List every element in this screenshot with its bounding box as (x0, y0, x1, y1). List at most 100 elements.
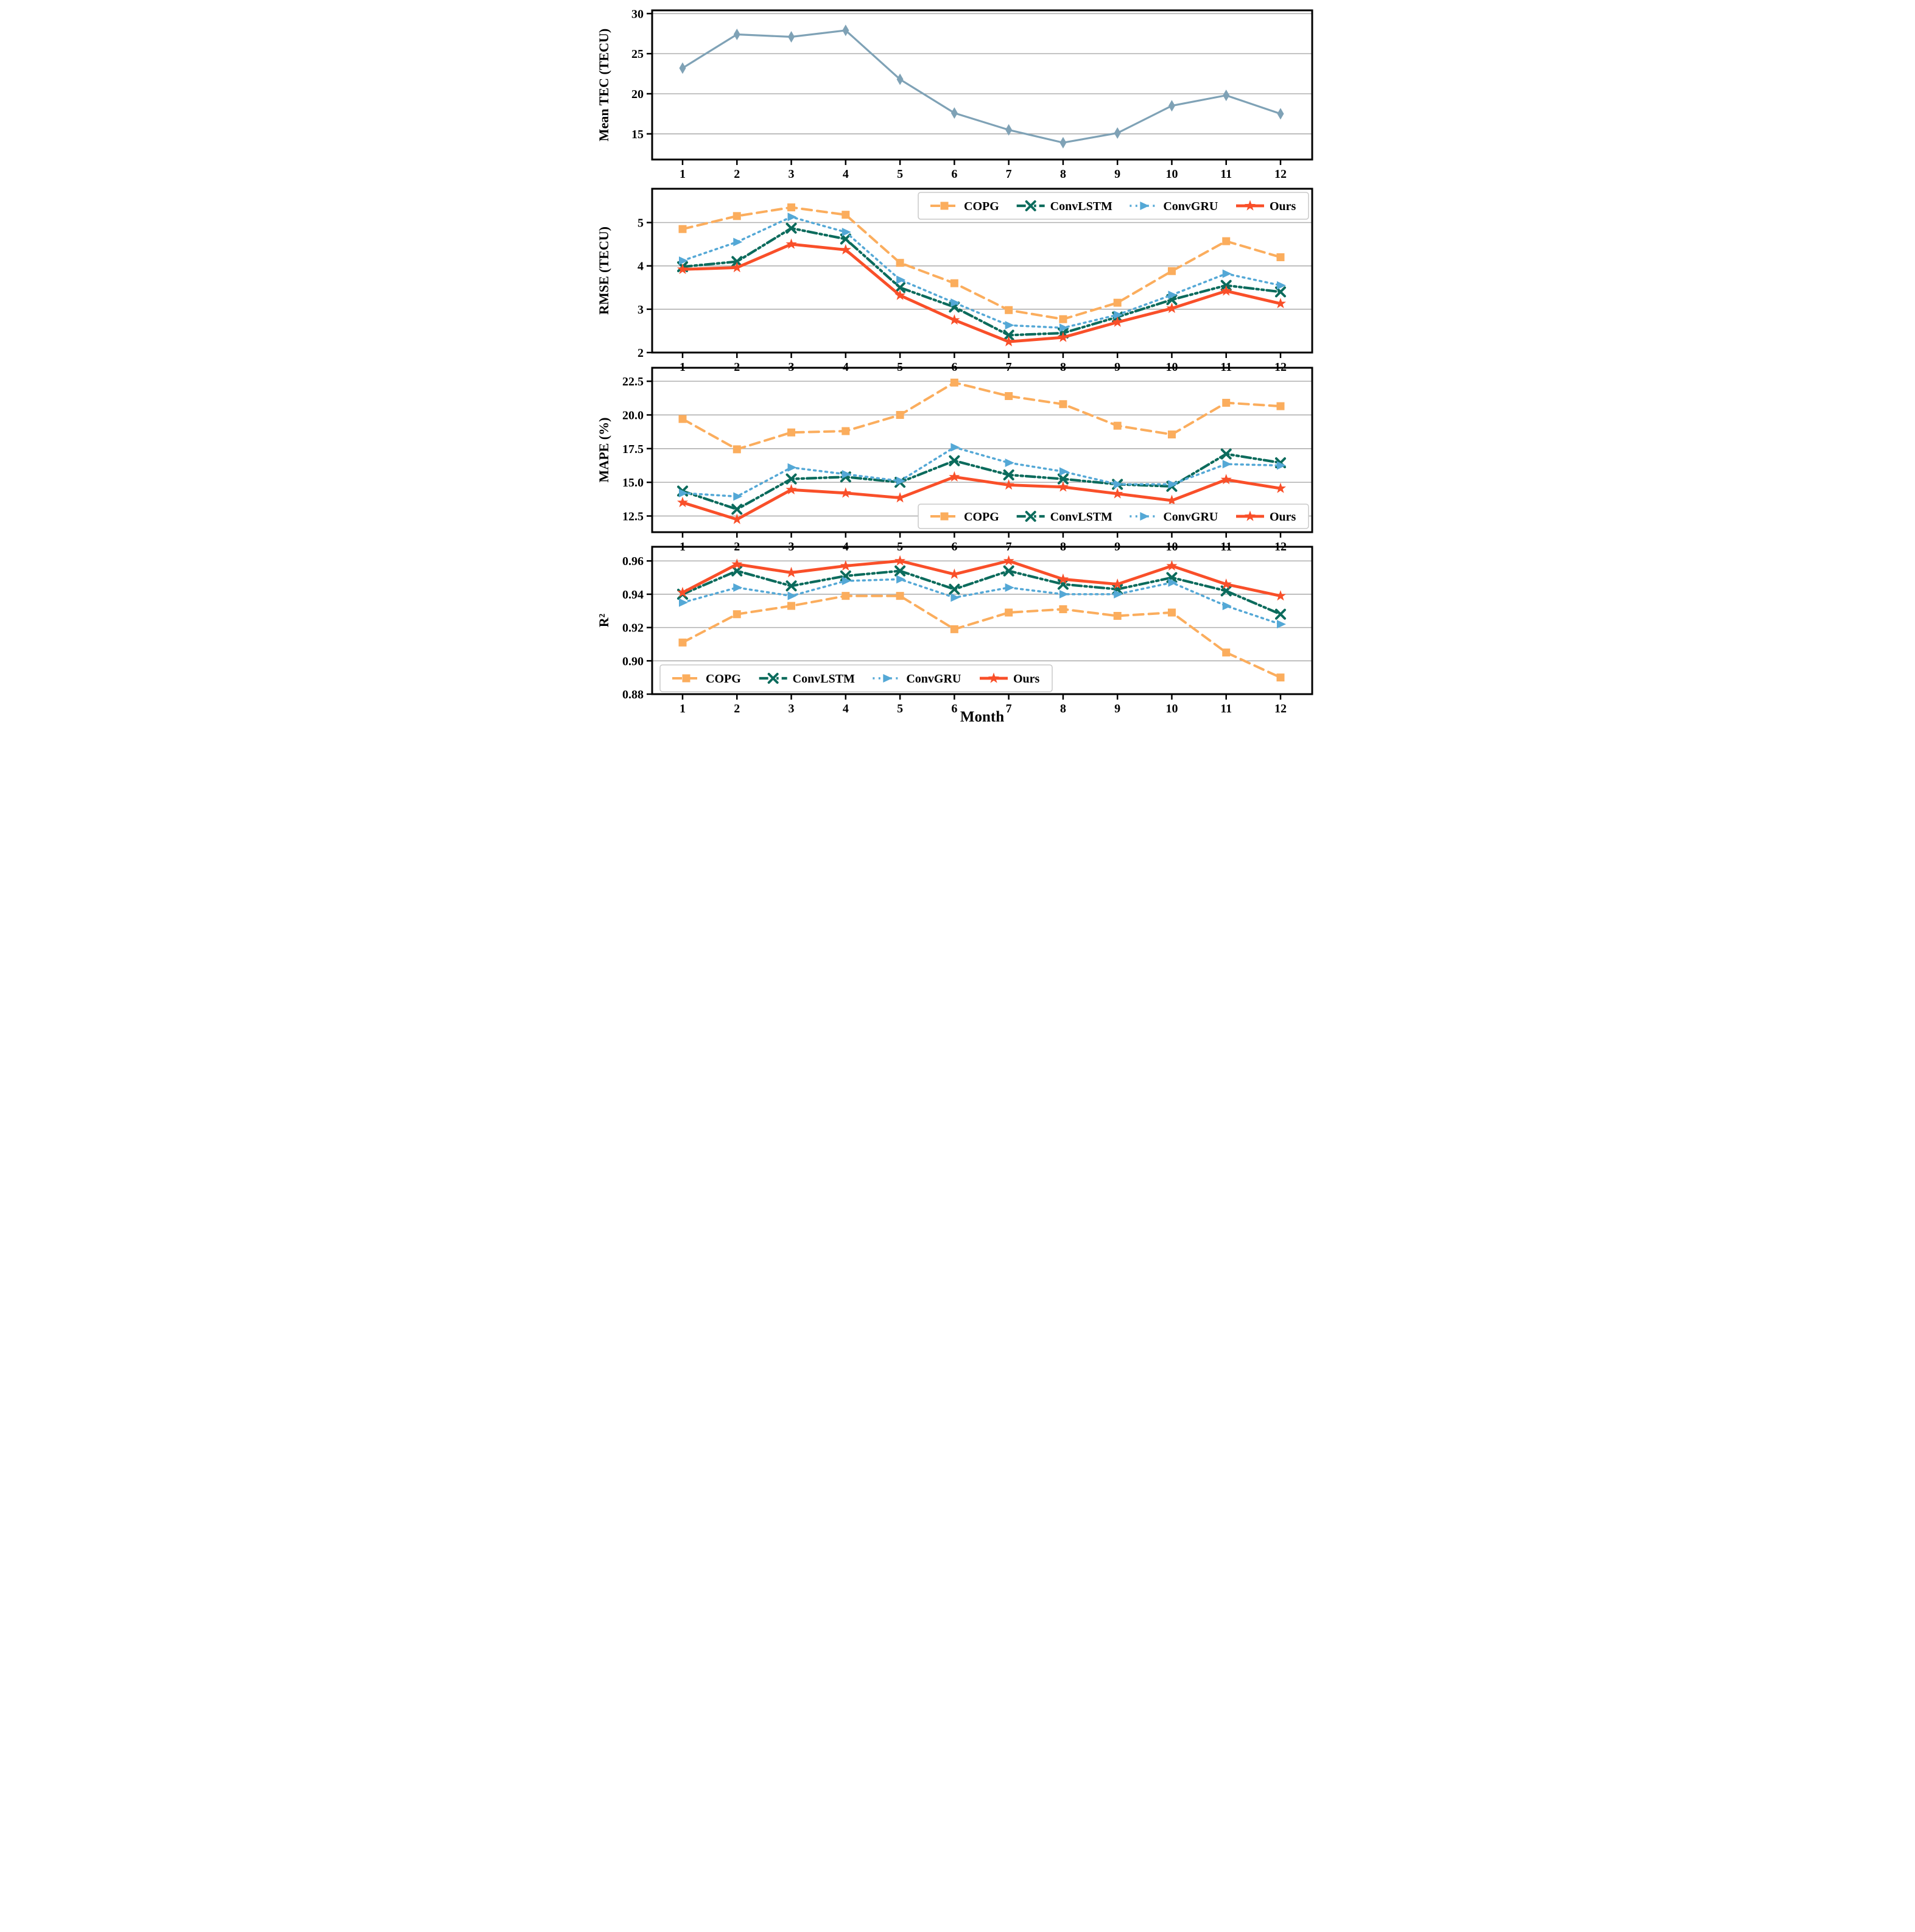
marker-convlstm (785, 222, 797, 234)
y-tick-label: 25 (631, 47, 644, 61)
legend-box (659, 664, 1053, 692)
marker-ours (1165, 494, 1177, 505)
marker-ours (1111, 488, 1123, 499)
marker-copg (1167, 267, 1176, 275)
marker-ours (840, 560, 851, 571)
y-tick-label: 0.92 (622, 622, 644, 635)
marker-convgru (1113, 311, 1123, 320)
x-tick-label: 2 (734, 167, 740, 181)
x-tick-label: 11 (1220, 702, 1232, 715)
marker-ours (840, 244, 851, 255)
marker-ours (948, 568, 960, 579)
marker-copg (896, 592, 904, 600)
marker-ours (948, 314, 960, 325)
marker-copg (733, 610, 741, 619)
marker-ours (1220, 578, 1232, 589)
x-tick-label: 12 (1274, 167, 1287, 181)
marker-ours (840, 487, 851, 498)
legend-item-copg: COPG (672, 672, 741, 686)
marker-ours (785, 483, 797, 494)
marker-copg (1167, 430, 1176, 439)
marker-convgru (678, 256, 688, 265)
y-tick-label: 0.88 (622, 688, 644, 701)
series-line-copg (681, 594, 1282, 679)
marker-convlstm (1003, 565, 1014, 577)
marker-ours (731, 262, 742, 273)
marker-ours (1057, 331, 1069, 342)
marker-ours (1274, 482, 1286, 493)
marker-convlstm (785, 580, 797, 592)
marker-ours (1220, 474, 1232, 485)
marker-copg (950, 378, 958, 387)
marker-copg (1004, 392, 1013, 400)
legend-marker-ours (1244, 200, 1256, 211)
x-tick-label: 6 (951, 702, 957, 715)
x-tick-label: 3 (788, 702, 794, 715)
legend-label: ConvGRU (1163, 200, 1218, 213)
marker-copg (1276, 673, 1284, 682)
marker-copg (787, 602, 795, 610)
marker-convgru (896, 275, 905, 284)
marker-convgru (1222, 269, 1232, 278)
series-line-convgru (681, 446, 1282, 498)
x-tick-label: 1 (680, 702, 686, 715)
marker-ours (1274, 298, 1286, 309)
legend-label: Ours (1270, 200, 1296, 213)
marker-ours (785, 238, 797, 249)
legend-label: ConvGRU (906, 672, 961, 686)
x-tick-label: 2 (734, 702, 740, 715)
marker-copg (950, 625, 958, 633)
marker-copg (896, 259, 904, 267)
marker-mean-tec (842, 24, 849, 37)
legend-label: ConvGRU (1163, 510, 1218, 524)
marker-copg (1058, 605, 1067, 614)
marker-copg (1113, 611, 1122, 620)
marker-convgru (787, 213, 797, 222)
marker-ours (948, 471, 960, 482)
marker-copg (1221, 237, 1230, 245)
marker-ours (894, 492, 905, 503)
marker-copg (841, 211, 849, 219)
marker-convlstm (894, 282, 905, 293)
x-tick-label: 1 (680, 167, 686, 181)
y-tick-label: 22.5 (622, 375, 644, 388)
marker-convgru (1059, 589, 1069, 599)
series-line-ours (681, 475, 1282, 521)
marker-convgru (842, 228, 851, 237)
marker-convgru (787, 463, 797, 472)
legend-marker-ours (1244, 510, 1256, 521)
y-tick-label: 5 (638, 217, 644, 230)
y-tick-label: 3 (638, 303, 644, 317)
x-tick-label: 11 (1220, 167, 1232, 181)
legend-item-convlstm: ConvLSTM (1016, 200, 1112, 213)
x-tick-label: 4 (842, 702, 848, 715)
legend-label: COPG (964, 510, 999, 524)
x-tick-label: 6 (951, 167, 957, 181)
legend-item-convgru: ConvGRU (1129, 200, 1218, 213)
marker-convgru (896, 476, 905, 485)
y-tick-label: 0.96 (622, 555, 644, 568)
marker-mean-tec (733, 29, 740, 41)
legend-item-convgru: ConvGRU (872, 672, 961, 686)
panel-mape: 22.520.017.515.012.51 2 3 4 5 6 7 8 9 10 11 12MAPE … (596, 367, 1313, 553)
marker-mean-tec (950, 107, 958, 119)
marker-convgru (950, 443, 960, 452)
marker-convgru (1167, 480, 1177, 489)
marker-ours (1165, 302, 1177, 314)
marker-convgru (1167, 578, 1177, 587)
marker-ours (1057, 573, 1069, 584)
marker-copg (1221, 648, 1230, 657)
marker-mean-tec (1222, 90, 1229, 102)
marker-convgru (1113, 480, 1123, 489)
legend-item-convlstm: ConvLSTM (1016, 510, 1112, 524)
series-line-copg (681, 381, 1282, 451)
legend-item-copg: COPG (930, 510, 999, 524)
y-axis-label: MAPE (%) (599, 418, 611, 483)
marker-convgru (1222, 602, 1232, 611)
y-axis-label: RMSE (TECU) (599, 227, 611, 315)
panel-border (651, 367, 1313, 533)
marker-mean-tec (679, 62, 686, 74)
x-tick-label: 9 (1114, 702, 1120, 715)
series-line-ours (681, 559, 1282, 598)
